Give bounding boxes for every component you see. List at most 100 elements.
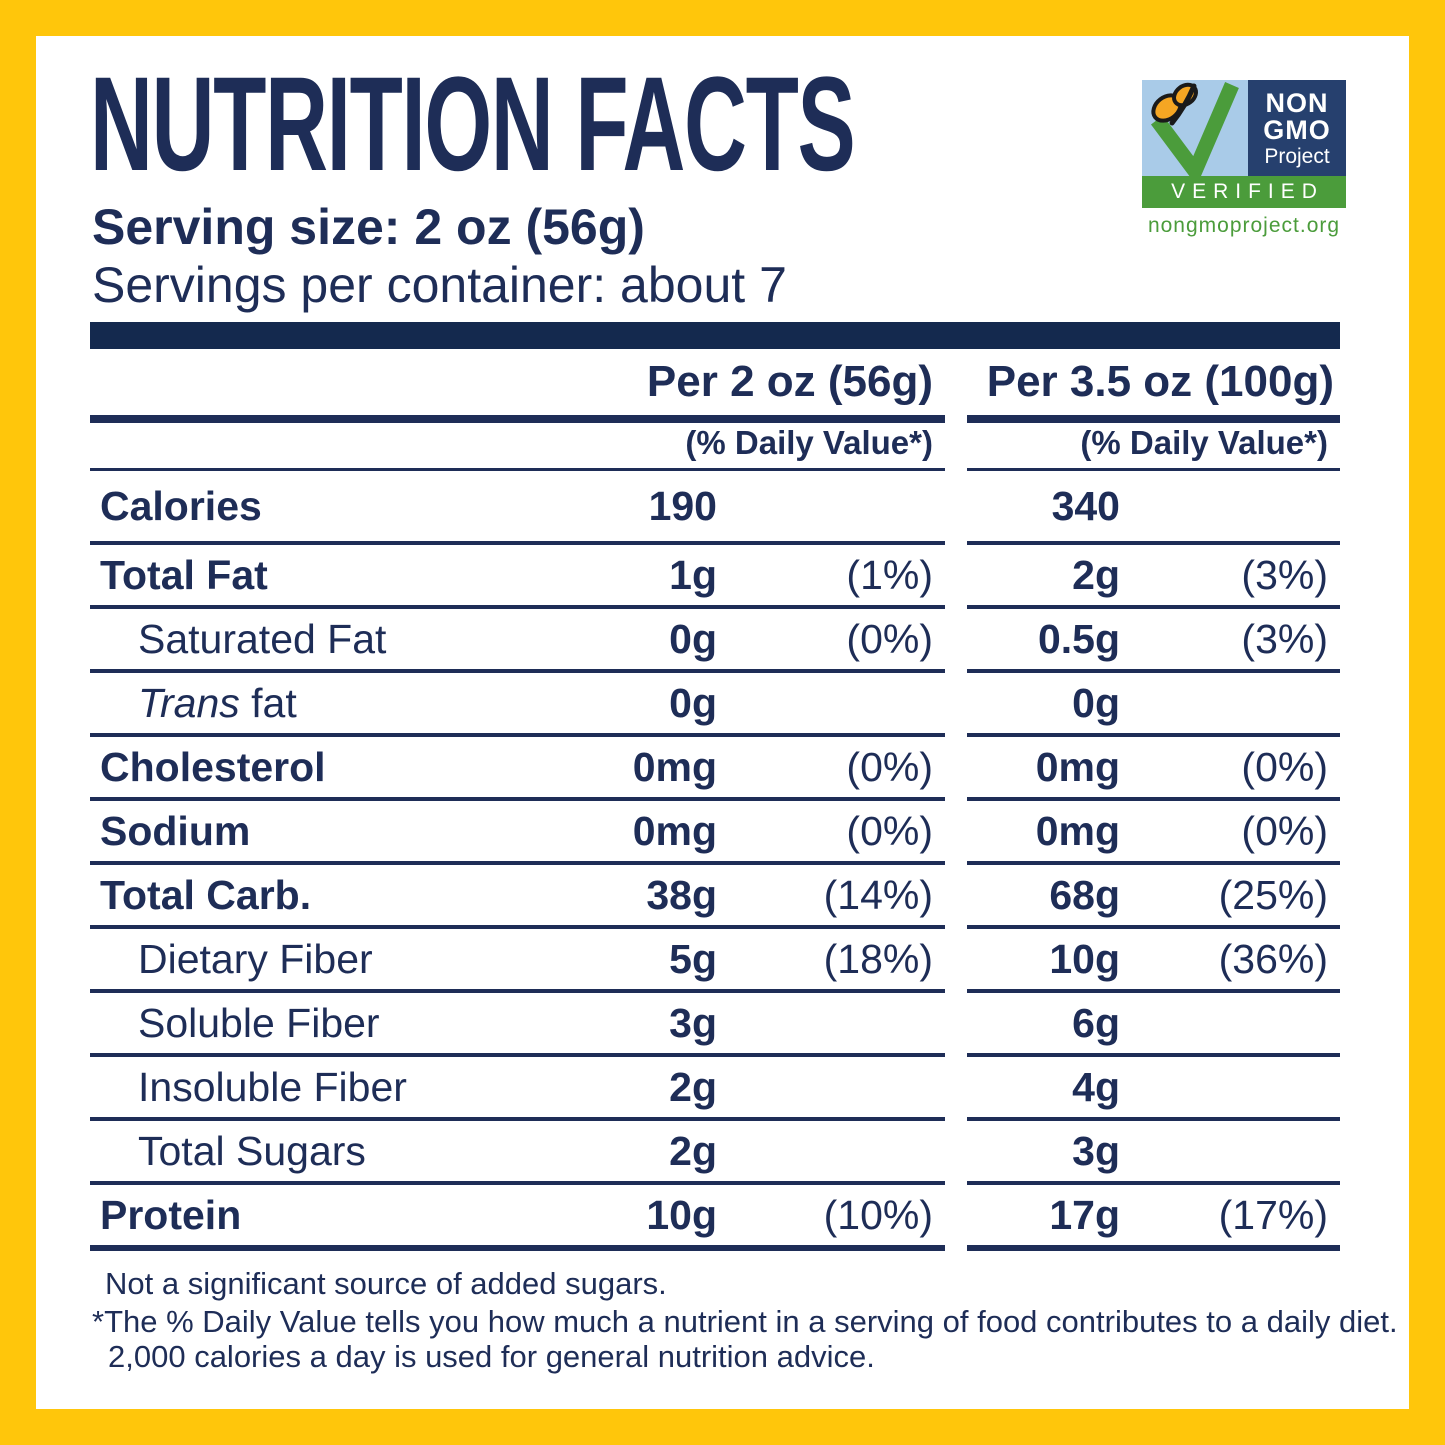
table-row-trans-fat: Trans fat 0g 0g [90,673,1340,733]
amount-col1: 2g [669,1127,717,1174]
table-row-total-carb: Total Carb. 38g (14%) 68g (25%) [90,865,1340,925]
amount-col2: 340 [1051,482,1120,529]
row-divider [90,861,1340,865]
amount-col1: 0mg [632,743,717,790]
daily-value-footnote-line1: *The % Daily Value tells you how much a … [92,1304,1398,1339]
row-label: Dietary Fiber [138,935,373,982]
amount-col2: 2g [1072,551,1120,598]
amount-col2: 6g [1072,999,1120,1046]
amount-col1: 1g [669,551,717,598]
amount-col1: 2g [669,1063,717,1110]
row-divider [90,989,1340,993]
row-divider [90,541,1340,545]
table-row-calories: Calories 190 340 [90,471,1340,541]
amount-col1: 190 [648,482,717,529]
percent-col2: (25%) [1218,871,1328,918]
table-row-dietary-fiber: Dietary Fiber 5g (18%) 10g (36%) [90,929,1340,989]
amount-col2: 68g [1049,871,1120,918]
row-divider [90,797,1340,801]
row-divider [90,733,1340,737]
amount-col2: 4g [1072,1063,1120,1110]
daily-value-footnote-line2: 2,000 calories a day is used for general… [108,1339,875,1374]
butterfly-checkmark-icon [1142,80,1248,176]
nutrition-table: Per 2 oz (56g) Per 3.5 oz (100g) (% Dail… [90,322,1340,1251]
table-bottom-divider [90,1245,1340,1251]
percent-col1: (18%) [823,935,933,982]
daily-value-subheaders: (% Daily Value*) (% Daily Value*) [90,423,1340,468]
servings-per-container-text: Servings per container: about 7 [92,257,787,313]
amount-col2: 0.5g [1037,615,1120,662]
row-label: Trans fat [90,680,567,727]
non-gmo-line3: Project [1264,144,1330,168]
verified-band: VERIFIED [1142,176,1346,208]
percent-col2: (3%) [1241,615,1328,662]
percent-col2: (3%) [1241,551,1328,598]
row-label: Soluble Fiber [138,999,380,1046]
table-top-bar [90,322,1340,349]
percent-col2: (17%) [1218,1191,1328,1238]
row-label: Total Carb. [100,871,312,918]
row-label: Protein [100,1191,242,1238]
trans-rest: fat [239,679,297,726]
amount-col2: 17g [1049,1191,1120,1238]
table-row-total-sugars: Total Sugars 2g 3g [90,1121,1340,1181]
non-gmo-project-logo: NON GMO Project VERIFIED nongmoproject.o… [1142,80,1346,238]
amount-col2: 0g [1072,679,1120,726]
non-gmo-url: nongmoproject.org [1147,214,1341,237]
row-divider [90,605,1340,609]
amount-col2: 0mg [1035,743,1120,790]
table-row-sodium: Sodium 0mg (0%) 0mg (0%) [90,801,1340,861]
row-label: Sodium [100,807,251,854]
col2-header: Per 3.5 oz (100g) [986,357,1334,406]
percent-col1: (0%) [846,807,933,854]
subheader-divider [90,468,1340,471]
percent-col2: (36%) [1218,935,1328,982]
amount-col2: 10g [1049,935,1120,982]
row-label: Calories [100,482,262,529]
row-divider [90,669,1340,673]
row-divider [90,1117,1340,1121]
percent-col1: (0%) [846,743,933,790]
row-label: Saturated Fat [138,615,387,662]
header-divider [90,415,1340,423]
amount-col1: 5g [669,935,717,982]
trans-italic: Trans [138,679,240,726]
column-headers: Per 2 oz (56g) Per 3.5 oz (100g) [90,349,1340,415]
table-row-soluble-fiber: Soluble Fiber 3g 6g [90,993,1340,1053]
row-label: Total Sugars [138,1127,366,1174]
table-row-cholesterol: Cholesterol 0mg (0%) 0mg (0%) [90,737,1340,797]
col1-subheader: (% Daily Value*) [685,424,933,461]
non-gmo-line2: GMO [1263,114,1331,145]
percent-col1: (1%) [846,551,933,598]
percent-col2: (0%) [1241,743,1328,790]
col2-subheader: (% Daily Value*) [1080,424,1328,461]
row-divider [90,1181,1340,1185]
row-divider [90,925,1340,929]
page-title: NUTRITION FACTS [90,50,856,199]
amount-col1: 0g [669,615,717,662]
non-gmo-text-panel: NON GMO Project [1248,80,1346,176]
serving-size-text: Serving size: 2 oz (56g) [92,199,645,255]
percent-col1: (0%) [846,615,933,662]
amount-col1: 0mg [632,807,717,854]
amount-col1: 0g [669,679,717,726]
row-divider [90,1053,1340,1057]
amount-col2: 0mg [1035,807,1120,854]
amount-col1: 3g [669,999,717,1046]
table-row-total-fat: Total Fat 1g (1%) 2g (3%) [90,545,1340,605]
row-label: Total Fat [100,551,268,598]
percent-col1: (10%) [823,1191,933,1238]
non-gmo-logo-box: NON GMO Project VERIFIED [1142,80,1346,208]
amount-col2: 3g [1072,1127,1120,1174]
non-gmo-line1: NON [1265,87,1329,118]
amount-col1: 10g [646,1191,717,1238]
row-label: Insoluble Fiber [138,1063,407,1110]
row-label: Cholesterol [100,743,326,790]
table-row-protein: Protein 10g (10%) 17g (17%) [90,1185,1340,1245]
amount-col1: 38g [646,871,717,918]
table-row-saturated-fat: Saturated Fat 0g (0%) 0.5g (3%) [90,609,1340,669]
percent-col1: (14%) [823,871,933,918]
added-sugars-note: Not a significant source of added sugars… [105,1266,667,1301]
table-row-insoluble-fiber: Insoluble Fiber 2g 4g [90,1057,1340,1117]
